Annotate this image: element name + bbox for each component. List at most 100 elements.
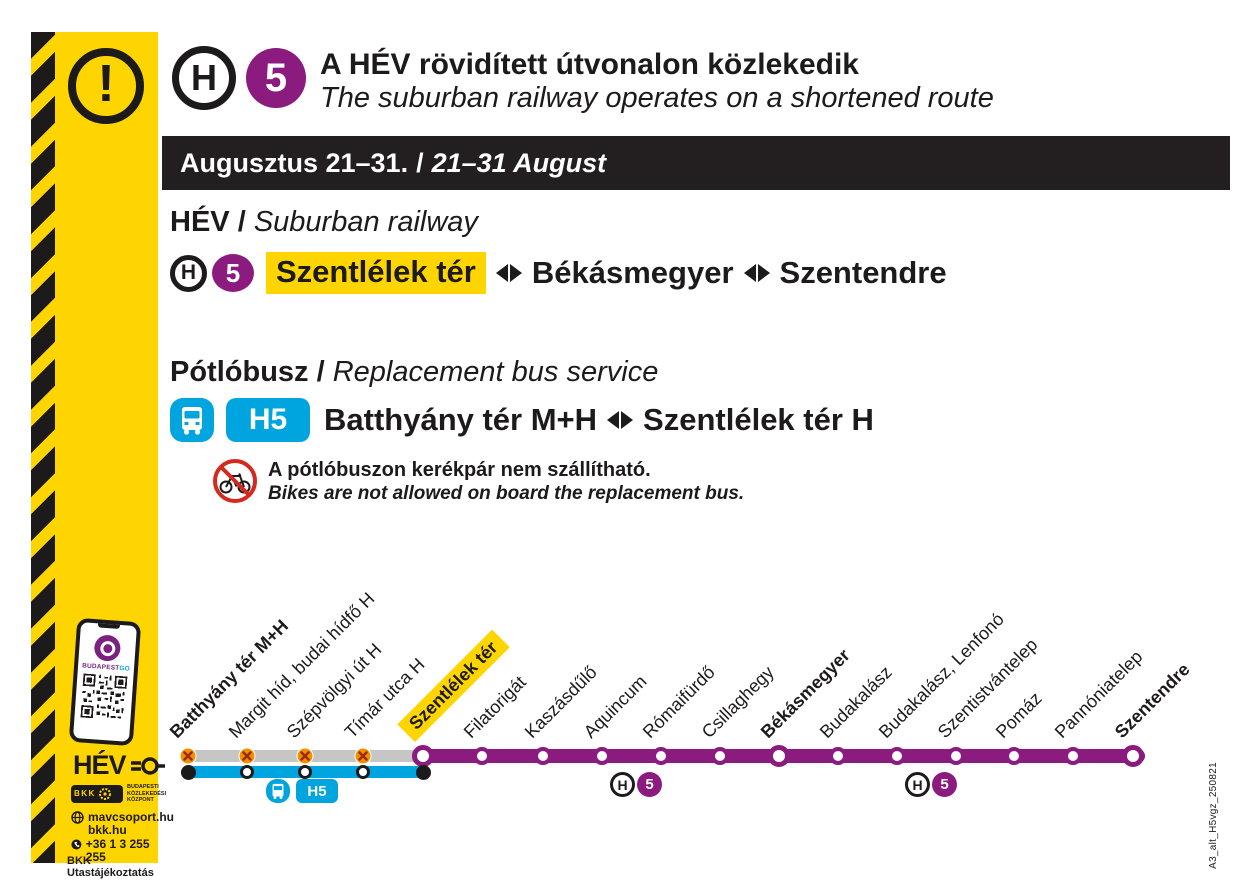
bkk-logo-text: BKK bbox=[74, 789, 96, 799]
closed-station-icon bbox=[354, 747, 372, 770]
phone-notch-icon bbox=[97, 623, 121, 629]
date-range-en: 21–31 August bbox=[431, 147, 607, 178]
rail-route-from-highlight: Szentlélek tér bbox=[266, 252, 486, 294]
rail-station-dot bbox=[947, 747, 965, 765]
rail-section-title: HÉV / Suburban railway bbox=[170, 206, 478, 238]
sidebar: ! BUDAPESTGO bbox=[31, 32, 174, 879]
alert-exclamation: ! bbox=[97, 55, 115, 113]
bkk-gear-icon bbox=[98, 787, 111, 800]
line-5-badge: 5 bbox=[246, 48, 306, 108]
rail-route-to: Szentendre bbox=[779, 255, 947, 290]
station-label: Rómaifürdő bbox=[638, 662, 719, 742]
line-5-badge-small: 5 bbox=[212, 254, 254, 292]
route-arrow-icon bbox=[607, 411, 634, 429]
station-label: Csillaghegy bbox=[697, 662, 778, 742]
budapestgo-phone: BUDAPESTGO bbox=[68, 617, 142, 747]
date-bar: Augusztus 21–31. / 21–31 August bbox=[162, 136, 1230, 190]
rail-station-dot bbox=[768, 745, 790, 767]
bike-note: A pótlóbuszon kerékpár nem szállítható. … bbox=[212, 458, 744, 505]
phone-icon bbox=[71, 839, 82, 850]
hev-badge-small-icon: H bbox=[170, 254, 207, 292]
bus-line-segment bbox=[181, 766, 430, 778]
bus-route-from: Batthyány tér M+H bbox=[324, 402, 598, 437]
bus-line-badge: H5 bbox=[226, 398, 310, 442]
closed-station-icon bbox=[179, 747, 197, 770]
page-title-hu: A HÉV rövidített útvonalon közlekedik bbox=[320, 48, 859, 81]
station-label: Filatorigát bbox=[459, 671, 530, 742]
rail-station-dot bbox=[1005, 747, 1023, 765]
closed-station-icon bbox=[296, 747, 314, 770]
station-label: Margit híd, budai hídfő H bbox=[224, 588, 379, 742]
doc-code: A3_alt_H5vgz_250821 bbox=[1208, 762, 1219, 869]
bus-terminal-dot bbox=[180, 764, 196, 780]
bus-route-to: Szentlélek tér H bbox=[643, 402, 874, 437]
station-label: Szépvölgyi út H bbox=[282, 639, 386, 742]
date-range-hu: Augusztus 21–31. bbox=[180, 147, 409, 178]
hev-logo-icon bbox=[130, 756, 165, 775]
station-label: Kaszásdűlő bbox=[520, 662, 601, 742]
bus-route-row: H5 Batthyány tér M+H Szentlélek tér H bbox=[170, 398, 874, 442]
rail-station-dot bbox=[412, 745, 434, 767]
phone-number: +36 1 3 255 255 bbox=[85, 837, 150, 864]
rail-station-dot bbox=[888, 747, 906, 765]
bkk-logo-badge: BKK bbox=[71, 784, 123, 803]
station-label: Pomáz bbox=[991, 688, 1046, 742]
bus-terminal-dot bbox=[415, 764, 431, 780]
station-label: Tímár utca H bbox=[340, 654, 429, 742]
diagram-bus-badge-group: H5 bbox=[266, 779, 338, 803]
hev-wordmark: HÉV bbox=[73, 750, 127, 780]
bus-section-title: Pótlóbusz / Replacement bus service bbox=[170, 356, 659, 388]
closed-station-icon bbox=[238, 747, 256, 770]
station-label: Pannóniatelep bbox=[1050, 646, 1147, 742]
route-arrow-icon bbox=[495, 264, 522, 282]
bus-station-dot bbox=[240, 765, 254, 779]
station-label: Aquincum bbox=[579, 671, 651, 742]
rail-line-closed-segment bbox=[181, 750, 423, 762]
bike-note-en: Bikes are not allowed on board the repla… bbox=[268, 483, 745, 504]
line-5-marker-icon: 5 bbox=[932, 772, 957, 797]
rail-station-dot bbox=[1064, 747, 1082, 765]
web-link-mav: mavcsoport.hu bbox=[88, 810, 175, 824]
hev-line-marker-icon: H bbox=[905, 772, 930, 797]
hazard-stripe bbox=[31, 32, 55, 863]
bike-note-hu: A pótlóbuszon kerékpár nem szállítható. bbox=[268, 459, 651, 481]
rail-line-active-segment bbox=[423, 749, 1145, 763]
budapestgo-logo-icon bbox=[93, 634, 122, 662]
rail-route-row: H 5 Szentlélek tér Békásmegyer Szentendr… bbox=[170, 252, 947, 294]
bkk-full-name: BUDAPESTI KÖZLEKEDÉSI KÖZPONT bbox=[127, 784, 167, 803]
bus-station-dot bbox=[298, 765, 312, 779]
no-bike-icon bbox=[213, 459, 257, 503]
qr-code bbox=[80, 673, 128, 719]
page-title-en: The suburban railway operates on a short… bbox=[320, 82, 994, 114]
station-label: Szentistvántelep bbox=[933, 634, 1042, 742]
hev-badge-icon: H bbox=[172, 46, 236, 110]
date-separator: / bbox=[416, 147, 424, 178]
budapestgo-wordmark: BUDAPESTGO bbox=[81, 662, 131, 673]
rail-station-dot bbox=[829, 747, 847, 765]
rail-station-dot bbox=[473, 747, 491, 765]
alert-icon: ! bbox=[68, 48, 144, 124]
bkk-logo: BKK BUDAPESTI KÖZLEKEDÉSI KÖZPONT bbox=[71, 784, 166, 804]
web-links: mavcsoport.hu bkk.hu bbox=[71, 811, 174, 837]
diagram-bus-line-badge: H5 bbox=[296, 779, 338, 803]
station-label: Békásmegyer bbox=[756, 645, 854, 742]
route-arrow-icon bbox=[743, 264, 770, 282]
rail-station-dot bbox=[711, 747, 729, 765]
bus-icon bbox=[170, 398, 214, 442]
hev-logo: HÉV bbox=[73, 752, 165, 779]
bus-station-dot bbox=[356, 765, 370, 779]
web-link-bkk: bkk.hu bbox=[88, 823, 127, 837]
station-label: Batthyány tér M+H bbox=[165, 615, 293, 742]
rail-station-dot bbox=[1122, 745, 1144, 767]
line-5-marker-icon: 5 bbox=[637, 772, 662, 797]
hev-line-marker-icon: H bbox=[610, 772, 635, 797]
info-line: BKK Utastájékoztatás bbox=[67, 855, 154, 879]
station-label: Szentlélek tér bbox=[397, 629, 510, 742]
station-label: Szentendre bbox=[1110, 659, 1194, 742]
phone-row: +36 1 3 255 255 bbox=[71, 838, 158, 864]
station-label: Budakalász, Lenfonó bbox=[874, 608, 1008, 742]
rail-route-via: Békásmegyer bbox=[531, 255, 734, 290]
station-label: Budakalász bbox=[815, 662, 896, 742]
